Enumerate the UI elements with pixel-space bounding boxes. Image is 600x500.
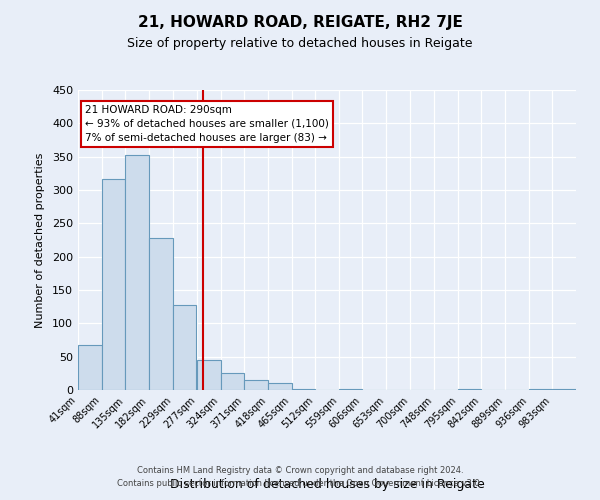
Bar <box>125 156 149 390</box>
Bar <box>292 388 315 390</box>
Bar <box>78 344 101 390</box>
Bar <box>221 374 244 390</box>
Text: Size of property relative to detached houses in Reigate: Size of property relative to detached ho… <box>127 38 473 51</box>
Text: Contains HM Land Registry data © Crown copyright and database right 2024.
Contai: Contains HM Land Registry data © Crown c… <box>118 466 482 487</box>
Text: 21, HOWARD ROAD, REIGATE, RH2 7JE: 21, HOWARD ROAD, REIGATE, RH2 7JE <box>137 15 463 30</box>
Bar <box>149 238 173 390</box>
Y-axis label: Number of detached properties: Number of detached properties <box>35 152 45 328</box>
Bar <box>268 384 292 390</box>
Text: 21 HOWARD ROAD: 290sqm
← 93% of detached houses are smaller (1,100)
7% of semi-d: 21 HOWARD ROAD: 290sqm ← 93% of detached… <box>85 104 329 142</box>
Bar <box>197 360 221 390</box>
Bar <box>244 380 268 390</box>
Bar <box>173 304 196 390</box>
X-axis label: Distribution of detached houses by size in Reigate: Distribution of detached houses by size … <box>170 478 484 492</box>
Bar <box>101 180 125 390</box>
